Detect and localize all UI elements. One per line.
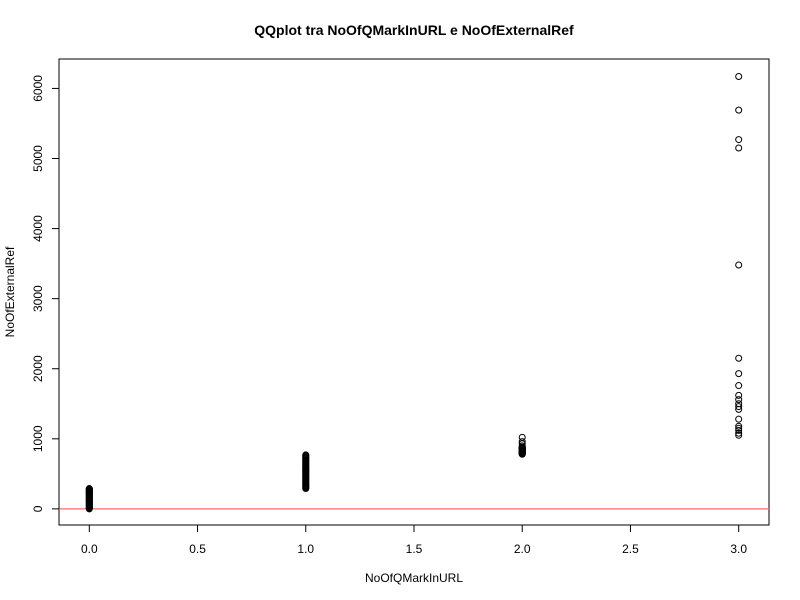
data-point [735,424,743,432]
plot-frame [58,58,770,526]
data-point [735,354,743,362]
x-tick-label: 0.5 [189,542,206,556]
x-axis: 0.0 0.5 1.0 1.5 2.0 2.5 3.0 [81,524,747,556]
y-tick-label: 3000 [31,285,45,312]
data-point [518,442,526,450]
y-tick-label: 6000 [31,75,45,102]
data-point [735,136,743,144]
data-point [518,438,526,446]
data-points [85,73,743,513]
y-tick-label: 1000 [31,425,45,452]
data-point [735,396,743,404]
y-axis-label: NoOfExternalRef [3,246,17,337]
y-tick-label: 5000 [31,145,45,172]
data-point [735,422,743,430]
y-tick-label: 4000 [31,215,45,242]
data-point [735,415,743,423]
data-point [735,400,743,408]
data-point [735,391,743,399]
data-point [735,382,743,390]
data-point [735,403,743,411]
x-tick-label: 0.0 [81,542,98,556]
x-axis-label: NoOfQMarkInURL [365,571,463,585]
x-tick-label: 2.0 [514,542,531,556]
x-tick-label: 2.5 [622,542,639,556]
data-point [735,429,743,437]
x-tick-label: 1.0 [297,542,314,556]
data-point [735,426,743,434]
data-point [735,144,743,152]
x-tick-label: 1.5 [406,542,423,556]
data-point [85,485,93,493]
x-tick-label: 3.0 [730,542,747,556]
data-point [518,433,526,441]
chart-title: QQplot tra NoOfQMarkInURL e NoOfExternal… [254,22,574,38]
y-axis: 0 1000 2000 3000 4000 5000 6000 [31,75,60,512]
data-point [735,370,743,378]
data-point [735,106,743,114]
data-point [735,431,743,439]
y-tick-label: 2000 [31,355,45,382]
y-tick-label: 0 [31,505,45,512]
data-point [735,73,743,81]
data-point [735,261,743,269]
data-point [302,451,310,459]
